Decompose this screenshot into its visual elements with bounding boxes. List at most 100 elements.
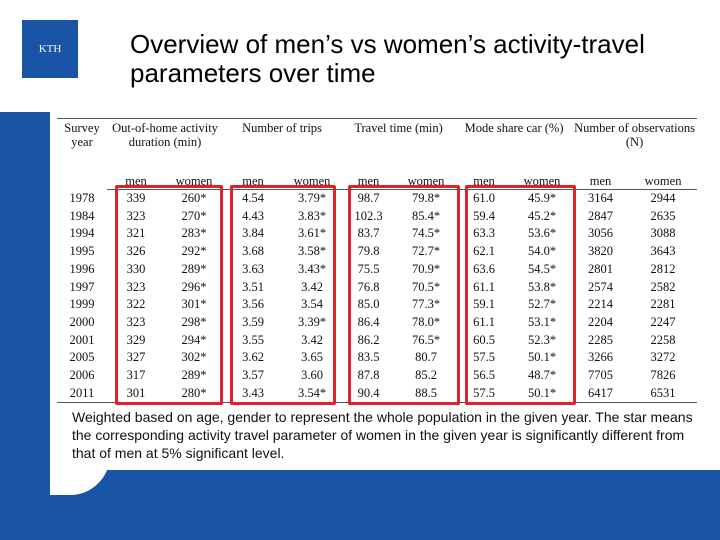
table-cell: 4.43 [242, 208, 264, 223]
table-cell: 326 [126, 244, 146, 259]
table-cell: 2006 [69, 368, 95, 383]
table-cell: 283* [181, 226, 207, 241]
subcolumn-header: men [572, 171, 630, 190]
table-cell: 327 [126, 350, 146, 365]
table-cell: 2582 [650, 279, 676, 294]
table-row: 2005 327 302* 3.62 3.65 83.5 80.7 57.5 50.1* 3266… [57, 349, 697, 367]
table-cell: 79.8* [411, 191, 441, 205]
table-cell: 270* [181, 208, 207, 223]
table-row: 1999 322 301* 3.56 3.54 85.0 77.3* 59.1 52.7* 221… [57, 296, 697, 314]
table-cell: 2944 [650, 191, 676, 205]
footnote: Weighted based on age, gender to represe… [72, 408, 702, 462]
table-cell: 54.5* [527, 261, 557, 276]
table-cell: 298* [181, 314, 207, 329]
column-header: Number of observations (N) [572, 118, 698, 171]
table-cell: 60.5 [473, 332, 495, 347]
table-cell: 2847 [588, 208, 614, 223]
table-cell: 3.57 [242, 368, 264, 383]
table-cell: 72.7* [411, 244, 441, 259]
table-cell: 302* [181, 350, 207, 365]
table-cell: 2801 [588, 261, 614, 276]
table-cell: 296* [181, 279, 207, 294]
table-cell: 339 [126, 191, 146, 205]
table-cell: 85.4* [411, 208, 441, 223]
table-row: 1996 330 289* 3.63 3.43* 75.5 70.9* 63.6 54.5* 28… [57, 261, 697, 279]
table-cell: 80.7 [415, 350, 437, 365]
table-cell: 3820 [588, 244, 614, 259]
table-row: 1997 323 296* 3.51 3.42 76.8 70.5* 61.1 53.8* 257… [57, 279, 697, 297]
table-cell: 7705 [588, 368, 614, 383]
column-header: Survey year [57, 118, 107, 190]
table-cell: 85.0 [357, 297, 380, 312]
table-cell: 317 [126, 368, 146, 383]
table-cell: 79.8 [357, 244, 380, 259]
table-cell: 3.43* [297, 261, 327, 276]
table-cell: 3.84 [242, 226, 264, 241]
table-cell: 329 [126, 332, 146, 347]
table-cell: 50.1* [527, 350, 557, 365]
table-cell: 77.3* [411, 297, 441, 312]
table-cell: 3.59 [242, 314, 264, 329]
table-cell: 3.63 [242, 261, 264, 276]
highlight-box [465, 185, 576, 405]
table-cell: 74.5* [411, 226, 441, 241]
table-cell: 76.5* [411, 332, 441, 347]
table-cell: 53.6* [527, 226, 557, 241]
table-cell: 1984 [69, 208, 95, 223]
table-row: 1984 323 270* 4.43 3.83* 102.3 85.4* 59.4 45.2* 2… [57, 208, 697, 226]
table-cell: 3.51 [242, 279, 264, 294]
table-cell: 57.5 [473, 350, 495, 365]
table-cell: 86.2 [357, 332, 380, 347]
table-cell: 1994 [69, 226, 95, 241]
table-row: 1978 339 260* 4.54 3.79* 98.7 79.8* 61.0 45.9* 31… [57, 190, 697, 208]
table-cell: 3.39* [297, 314, 327, 329]
table-cell: 98.7 [357, 191, 380, 205]
table-cell: 87.8 [357, 368, 380, 383]
table-cell: 1996 [69, 261, 95, 276]
table-cell: 2285 [588, 332, 614, 347]
table-cell: 2204 [588, 314, 614, 329]
column-header: Travel time (min) [341, 118, 457, 171]
table-cell: 289* [181, 261, 207, 276]
table-row: 2006 317 289* 3.57 3.60 87.8 85.2 56.5 48.7* 7705… [57, 367, 697, 385]
table-cell: 3.79* [297, 191, 327, 205]
table-cell: 3.65 [301, 350, 323, 365]
table-cell: 56.5 [473, 368, 495, 383]
highlight-box [115, 185, 223, 405]
table-cell: 3164 [588, 191, 614, 205]
table-cell: 59.1 [473, 297, 495, 312]
table-row: 2000 323 298* 3.59 3.39* 86.4 78.0* 61.1 53.1* 22… [57, 314, 697, 332]
table-cell: 330 [126, 261, 146, 276]
table-cell: 2000 [69, 314, 95, 329]
table-cell: 3.55 [242, 332, 264, 347]
table-cell: 53.8* [527, 279, 557, 294]
table-cell: 62.1 [473, 244, 495, 259]
table-cell: 83.7 [357, 226, 380, 241]
table-cell: 294* [181, 332, 207, 347]
table-cell: 52.7* [527, 297, 557, 312]
logo: KTH [22, 20, 78, 78]
table-cell: 53.1* [527, 314, 557, 329]
table-cell: 260* [181, 191, 207, 205]
table-cell: 75.5 [357, 261, 380, 276]
table-cell: 3.42 [301, 279, 323, 294]
subcolumn-header: women [629, 171, 698, 190]
table-cell: 6417 [572, 384, 630, 404]
table-cell: 2005 [69, 350, 95, 365]
table-cell: 2214 [588, 297, 614, 312]
table-cell: 63.6 [473, 261, 495, 276]
table-row: 1994 321 283* 3.84 3.61* 83.7 74.5* 63.3 53.6* 30… [57, 225, 697, 243]
table-cell: 3.60 [301, 368, 323, 383]
table-cell: 3.68 [242, 244, 264, 259]
table-cell: 3.62 [242, 350, 264, 365]
side-bar [0, 112, 50, 540]
table-cell: 52.3* [527, 332, 557, 347]
data-table: Survey year Out-of-home activity duration… [57, 118, 698, 404]
table-cell: 70.9* [411, 261, 441, 276]
table-cell: 321 [126, 226, 146, 241]
table-cell: 3643 [650, 244, 676, 259]
table-cell: 3266 [588, 350, 614, 365]
column-header: Mode share car (%) [456, 118, 573, 171]
table-cell: 3.56 [242, 297, 264, 312]
